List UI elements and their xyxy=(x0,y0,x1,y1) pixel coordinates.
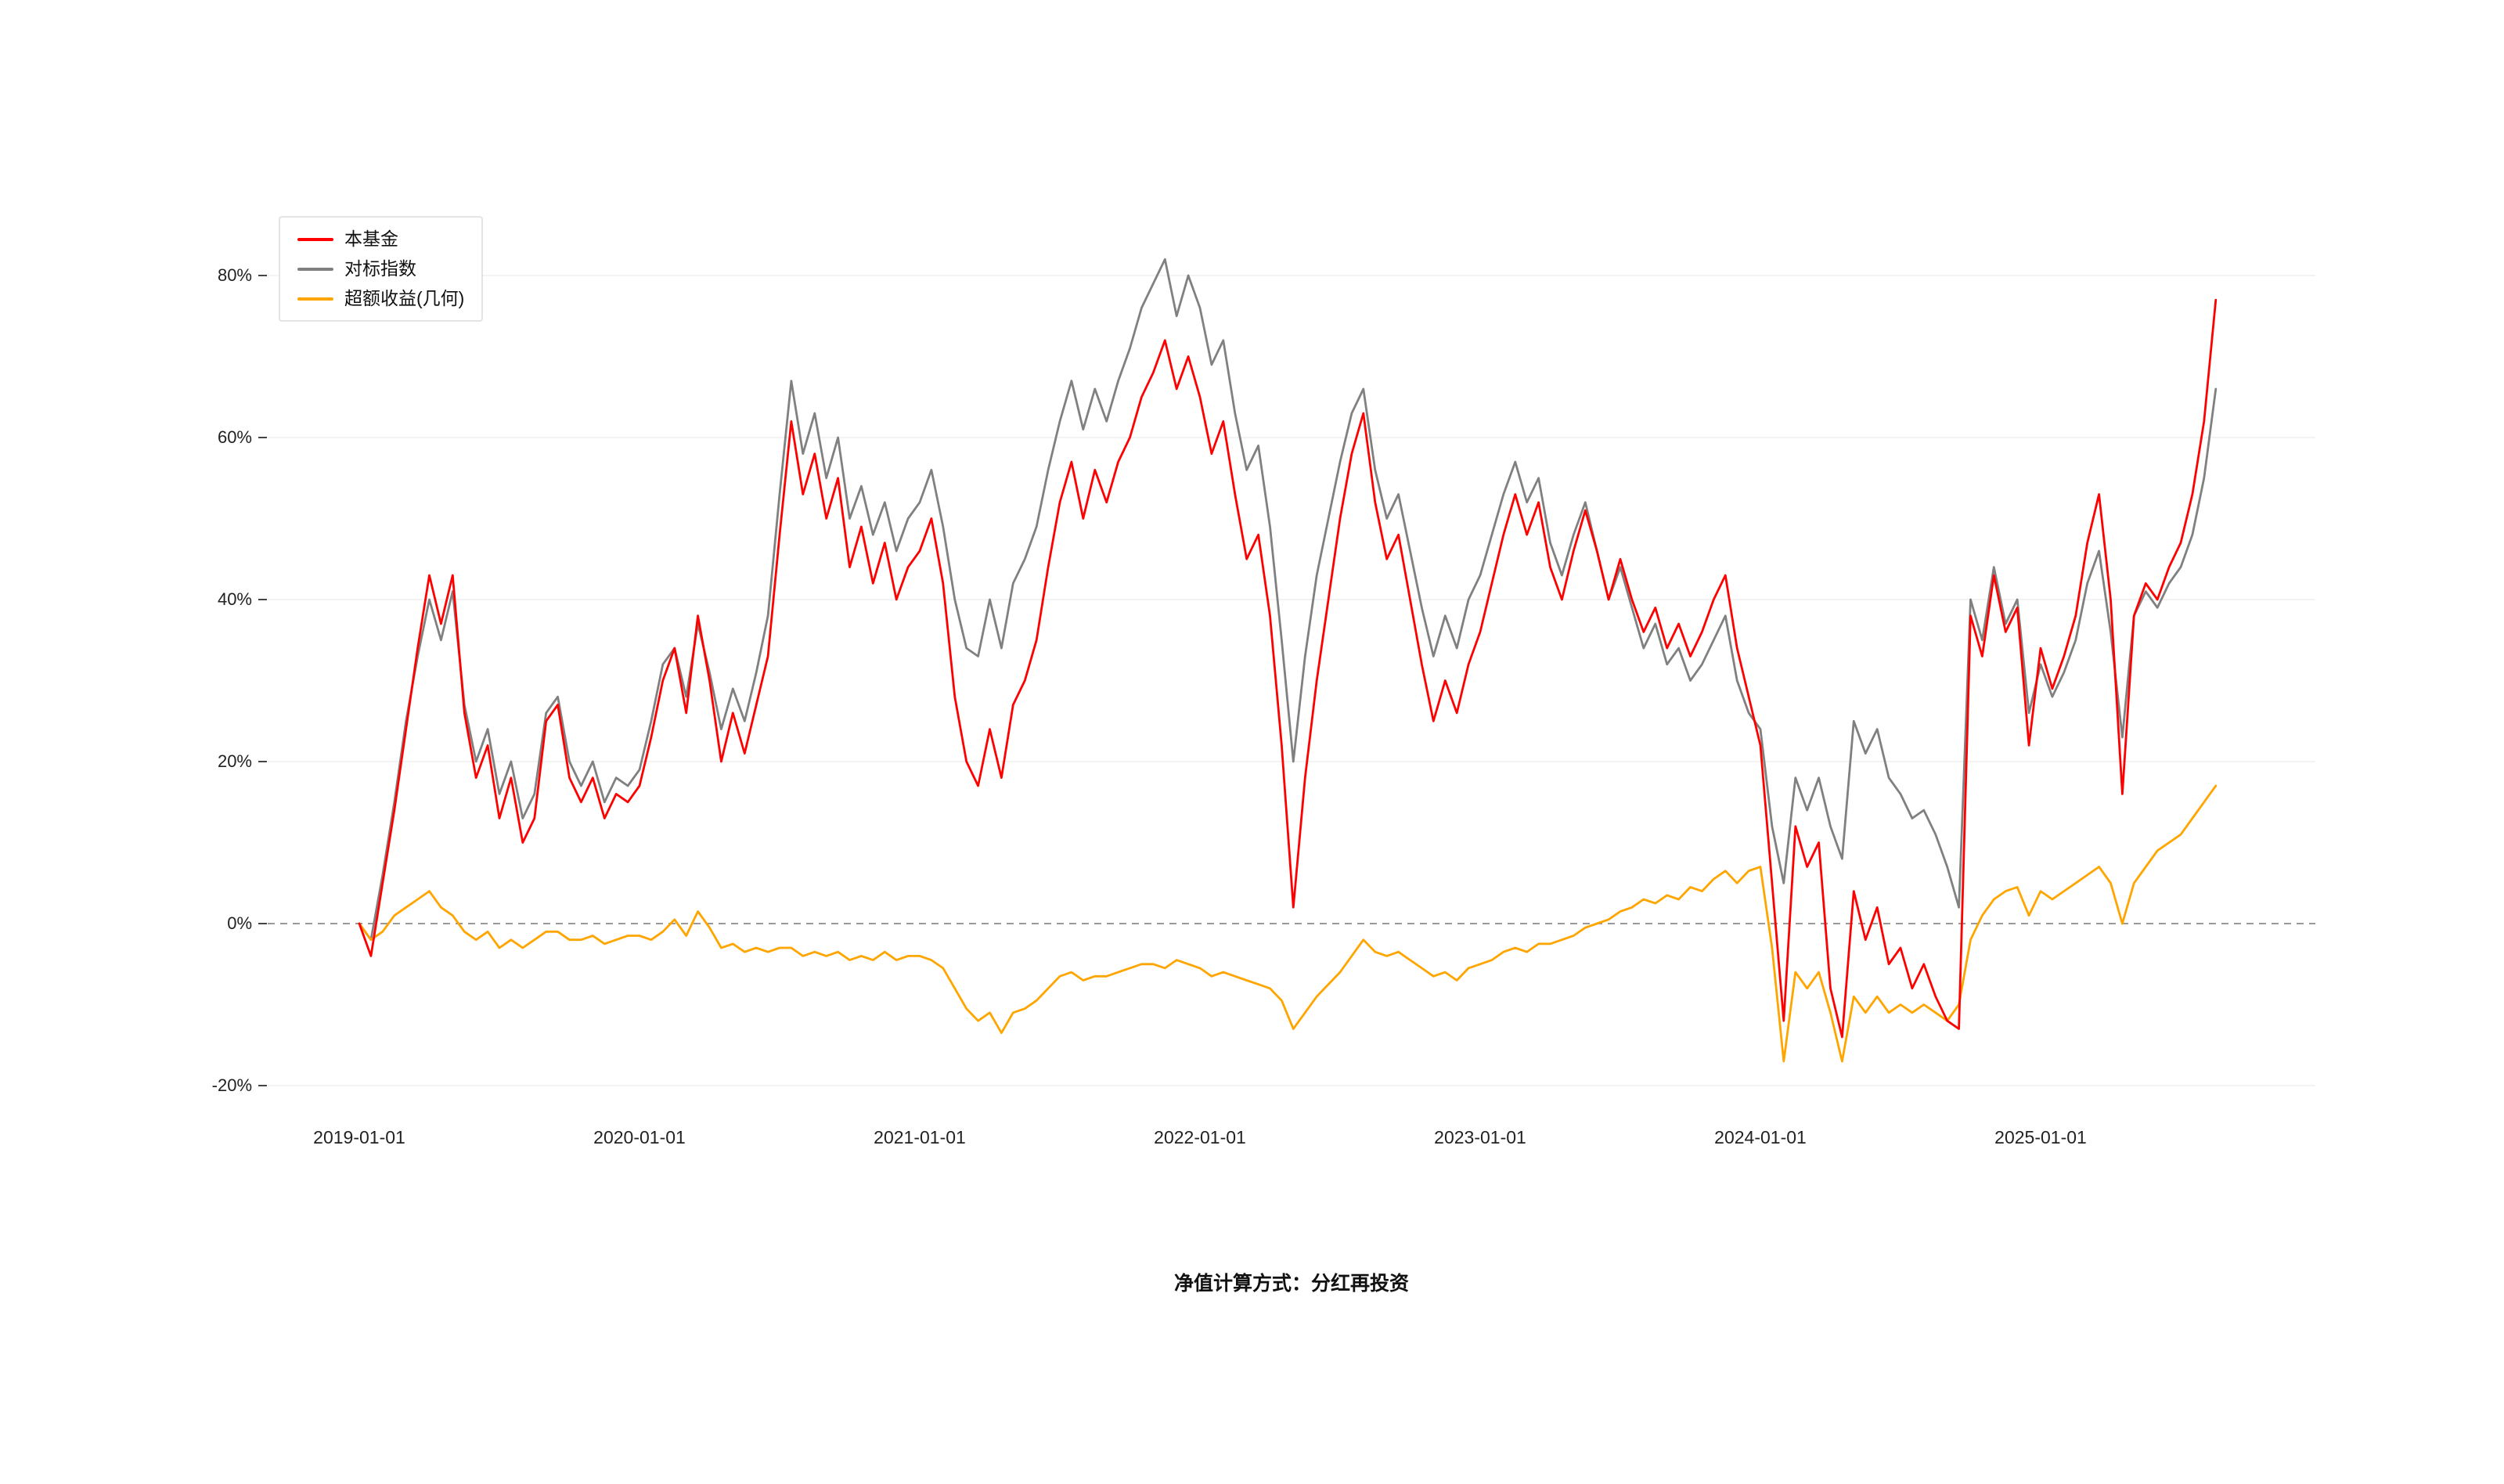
y-tick-label: 40% xyxy=(217,589,252,609)
x-tick-label: 2025-01-01 xyxy=(1994,1127,2087,1147)
x-tick-label: 2021-01-01 xyxy=(874,1127,966,1147)
legend-item-benchmark[interactable]: 对标指数 xyxy=(297,260,464,278)
legend-item-fund[interactable]: 本基金 xyxy=(297,230,464,248)
legend-label-benchmark: 对标指数 xyxy=(344,258,416,279)
y-tick-label: 20% xyxy=(217,751,252,771)
benchmark-series-line xyxy=(358,258,2218,942)
nav-calculation-caption: 净值计算方式：分红再投资 xyxy=(1173,1273,1409,1295)
legend-item-excess-return[interactable]: 超额收益(几何) xyxy=(297,290,464,308)
x-tick-label: 2024-01-01 xyxy=(1714,1127,1807,1147)
y-axis: -20% 0% 20% 40% 60% 80% xyxy=(0,0,252,1484)
chart-legend: 本基金 对标指数 超额收益(几何) xyxy=(279,216,484,322)
legend-label-fund: 本基金 xyxy=(344,229,398,249)
x-tick-label: 2022-01-01 xyxy=(1154,1127,1246,1147)
x-tick-label: 2019-01-01 xyxy=(313,1127,405,1147)
x-tick-label: 2023-01-01 xyxy=(1434,1127,1526,1147)
y-tick-label: 60% xyxy=(217,427,252,447)
excess-return-line-swatch xyxy=(297,297,333,301)
y-tick-label: 0% xyxy=(227,913,252,933)
fund-line-swatch xyxy=(297,237,333,241)
benchmark-line-swatch xyxy=(297,267,333,271)
y-tick-label: 80% xyxy=(217,265,252,285)
fund-series-line xyxy=(358,298,2218,1039)
legend-label-excess-return: 超额收益(几何) xyxy=(344,288,465,308)
excess-geometric-series-line xyxy=(358,784,2218,1063)
x-tick-label: 2020-01-01 xyxy=(593,1127,686,1147)
y-tick-label: -20% xyxy=(211,1075,252,1095)
